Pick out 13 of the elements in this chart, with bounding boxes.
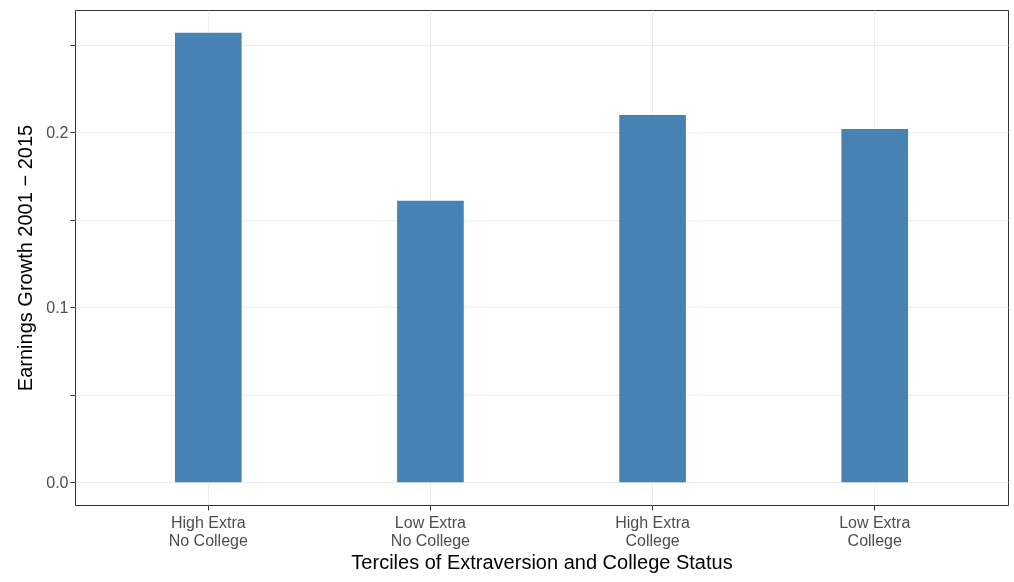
x-tick-label: Low Extra College <box>839 513 911 549</box>
x-tick-label: Low Extra No College <box>390 513 471 549</box>
bar <box>841 128 909 483</box>
x-axis-title: Terciles of Extraversion and College Status <box>351 550 733 573</box>
x-tick-label: High Extra No College <box>168 513 248 549</box>
bar <box>174 32 242 483</box>
y-axis-title: Earnings Growth 2001 − 2015 <box>14 124 37 392</box>
y-tick-label: 0.1 <box>46 298 69 316</box>
x-tick-label: High Extra College <box>615 513 691 549</box>
bar <box>397 200 464 483</box>
y-tick-label: 0.2 <box>46 123 69 141</box>
bar <box>619 114 686 483</box>
y-tick-label: 0.0 <box>46 473 69 491</box>
